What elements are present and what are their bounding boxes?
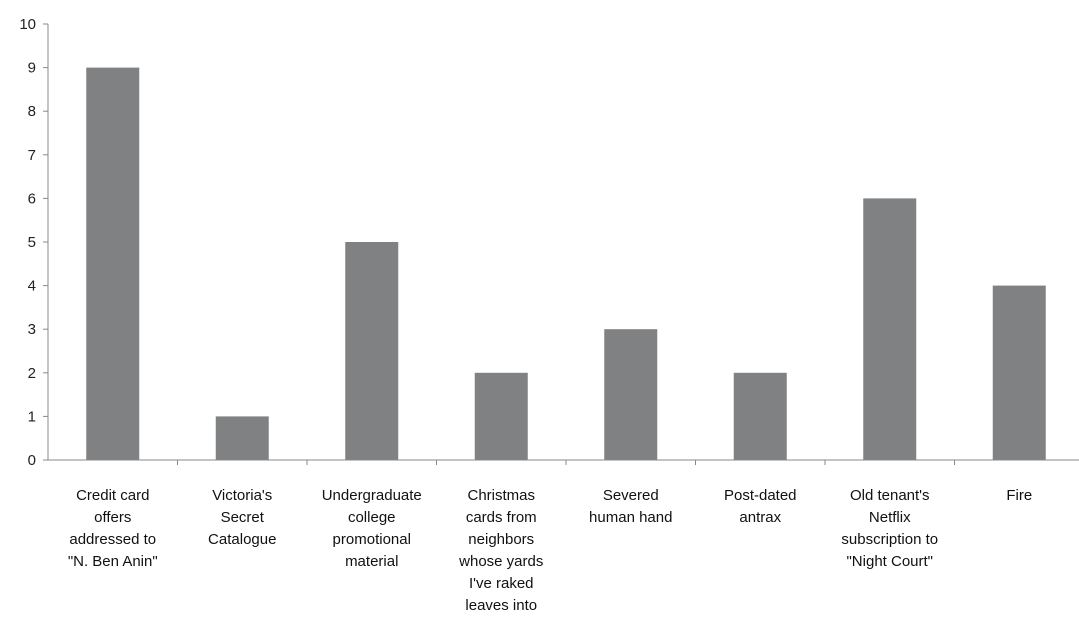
x-tick-label: subscription to [841, 531, 938, 548]
x-tick-label: I've raked [469, 575, 534, 592]
y-axis-ticks: 0 1 2 3 4 5 6 7 8 9 10 [19, 16, 48, 469]
x-tick-label: Netflix [869, 509, 911, 526]
bar [215, 416, 269, 460]
bar [863, 198, 917, 460]
bar [474, 372, 528, 460]
y-tick-label: 9 [28, 60, 36, 77]
y-tick-label: 6 [28, 190, 36, 207]
x-tick-label: Catalogue [208, 531, 276, 548]
x-tick-label: Secret [221, 509, 265, 526]
bar [604, 329, 658, 460]
y-tick-label: 1 [28, 408, 36, 425]
x-tick-label: Victoria's [212, 487, 272, 504]
x-tick-label: Severed [603, 487, 659, 504]
x-tick-label: leaves into [465, 597, 537, 614]
bar [733, 372, 787, 460]
x-tick-label: Old tenant's [850, 487, 930, 504]
x-tick-label: offers [94, 509, 131, 526]
y-tick-label: 8 [28, 103, 36, 120]
y-tick-label: 3 [28, 321, 36, 338]
x-tick-label: Undergraduate [322, 487, 422, 504]
x-tick-label: Fire [1006, 487, 1032, 504]
bar [992, 285, 1046, 460]
bars-group [86, 67, 1046, 460]
x-tick-label: "N. Ben Anin" [68, 553, 158, 570]
y-tick-label: 10 [19, 16, 36, 33]
y-tick-label: 5 [28, 234, 36, 251]
x-tick-label: whose yards [458, 553, 543, 570]
y-tick-label: 7 [28, 147, 36, 164]
x-tick-label: human hand [589, 509, 672, 526]
x-tick-label: cards from [466, 509, 537, 526]
x-tick-label: promotional [333, 531, 411, 548]
x-tick-label: antrax [739, 509, 781, 526]
x-tick-label: Christmas [467, 487, 535, 504]
x-tick-label: college [348, 509, 396, 526]
x-tick-label: material [345, 553, 398, 570]
x-tick-label: addressed to [69, 531, 156, 548]
bar [86, 67, 140, 460]
axes [47, 24, 1079, 465]
x-tick-label: Post-dated [724, 487, 797, 504]
y-tick-label: 0 [28, 452, 36, 469]
x-tick-label: Credit card [76, 487, 149, 504]
x-tick-label: neighbors [468, 531, 534, 548]
x-tick-label: "Night Court" [846, 553, 933, 570]
y-tick-label: 4 [28, 278, 36, 295]
y-tick-label: 2 [28, 365, 36, 382]
bar [345, 242, 399, 460]
x-axis-labels: Credit card offers addressed to "N. Ben Ani… [68, 487, 1032, 614]
